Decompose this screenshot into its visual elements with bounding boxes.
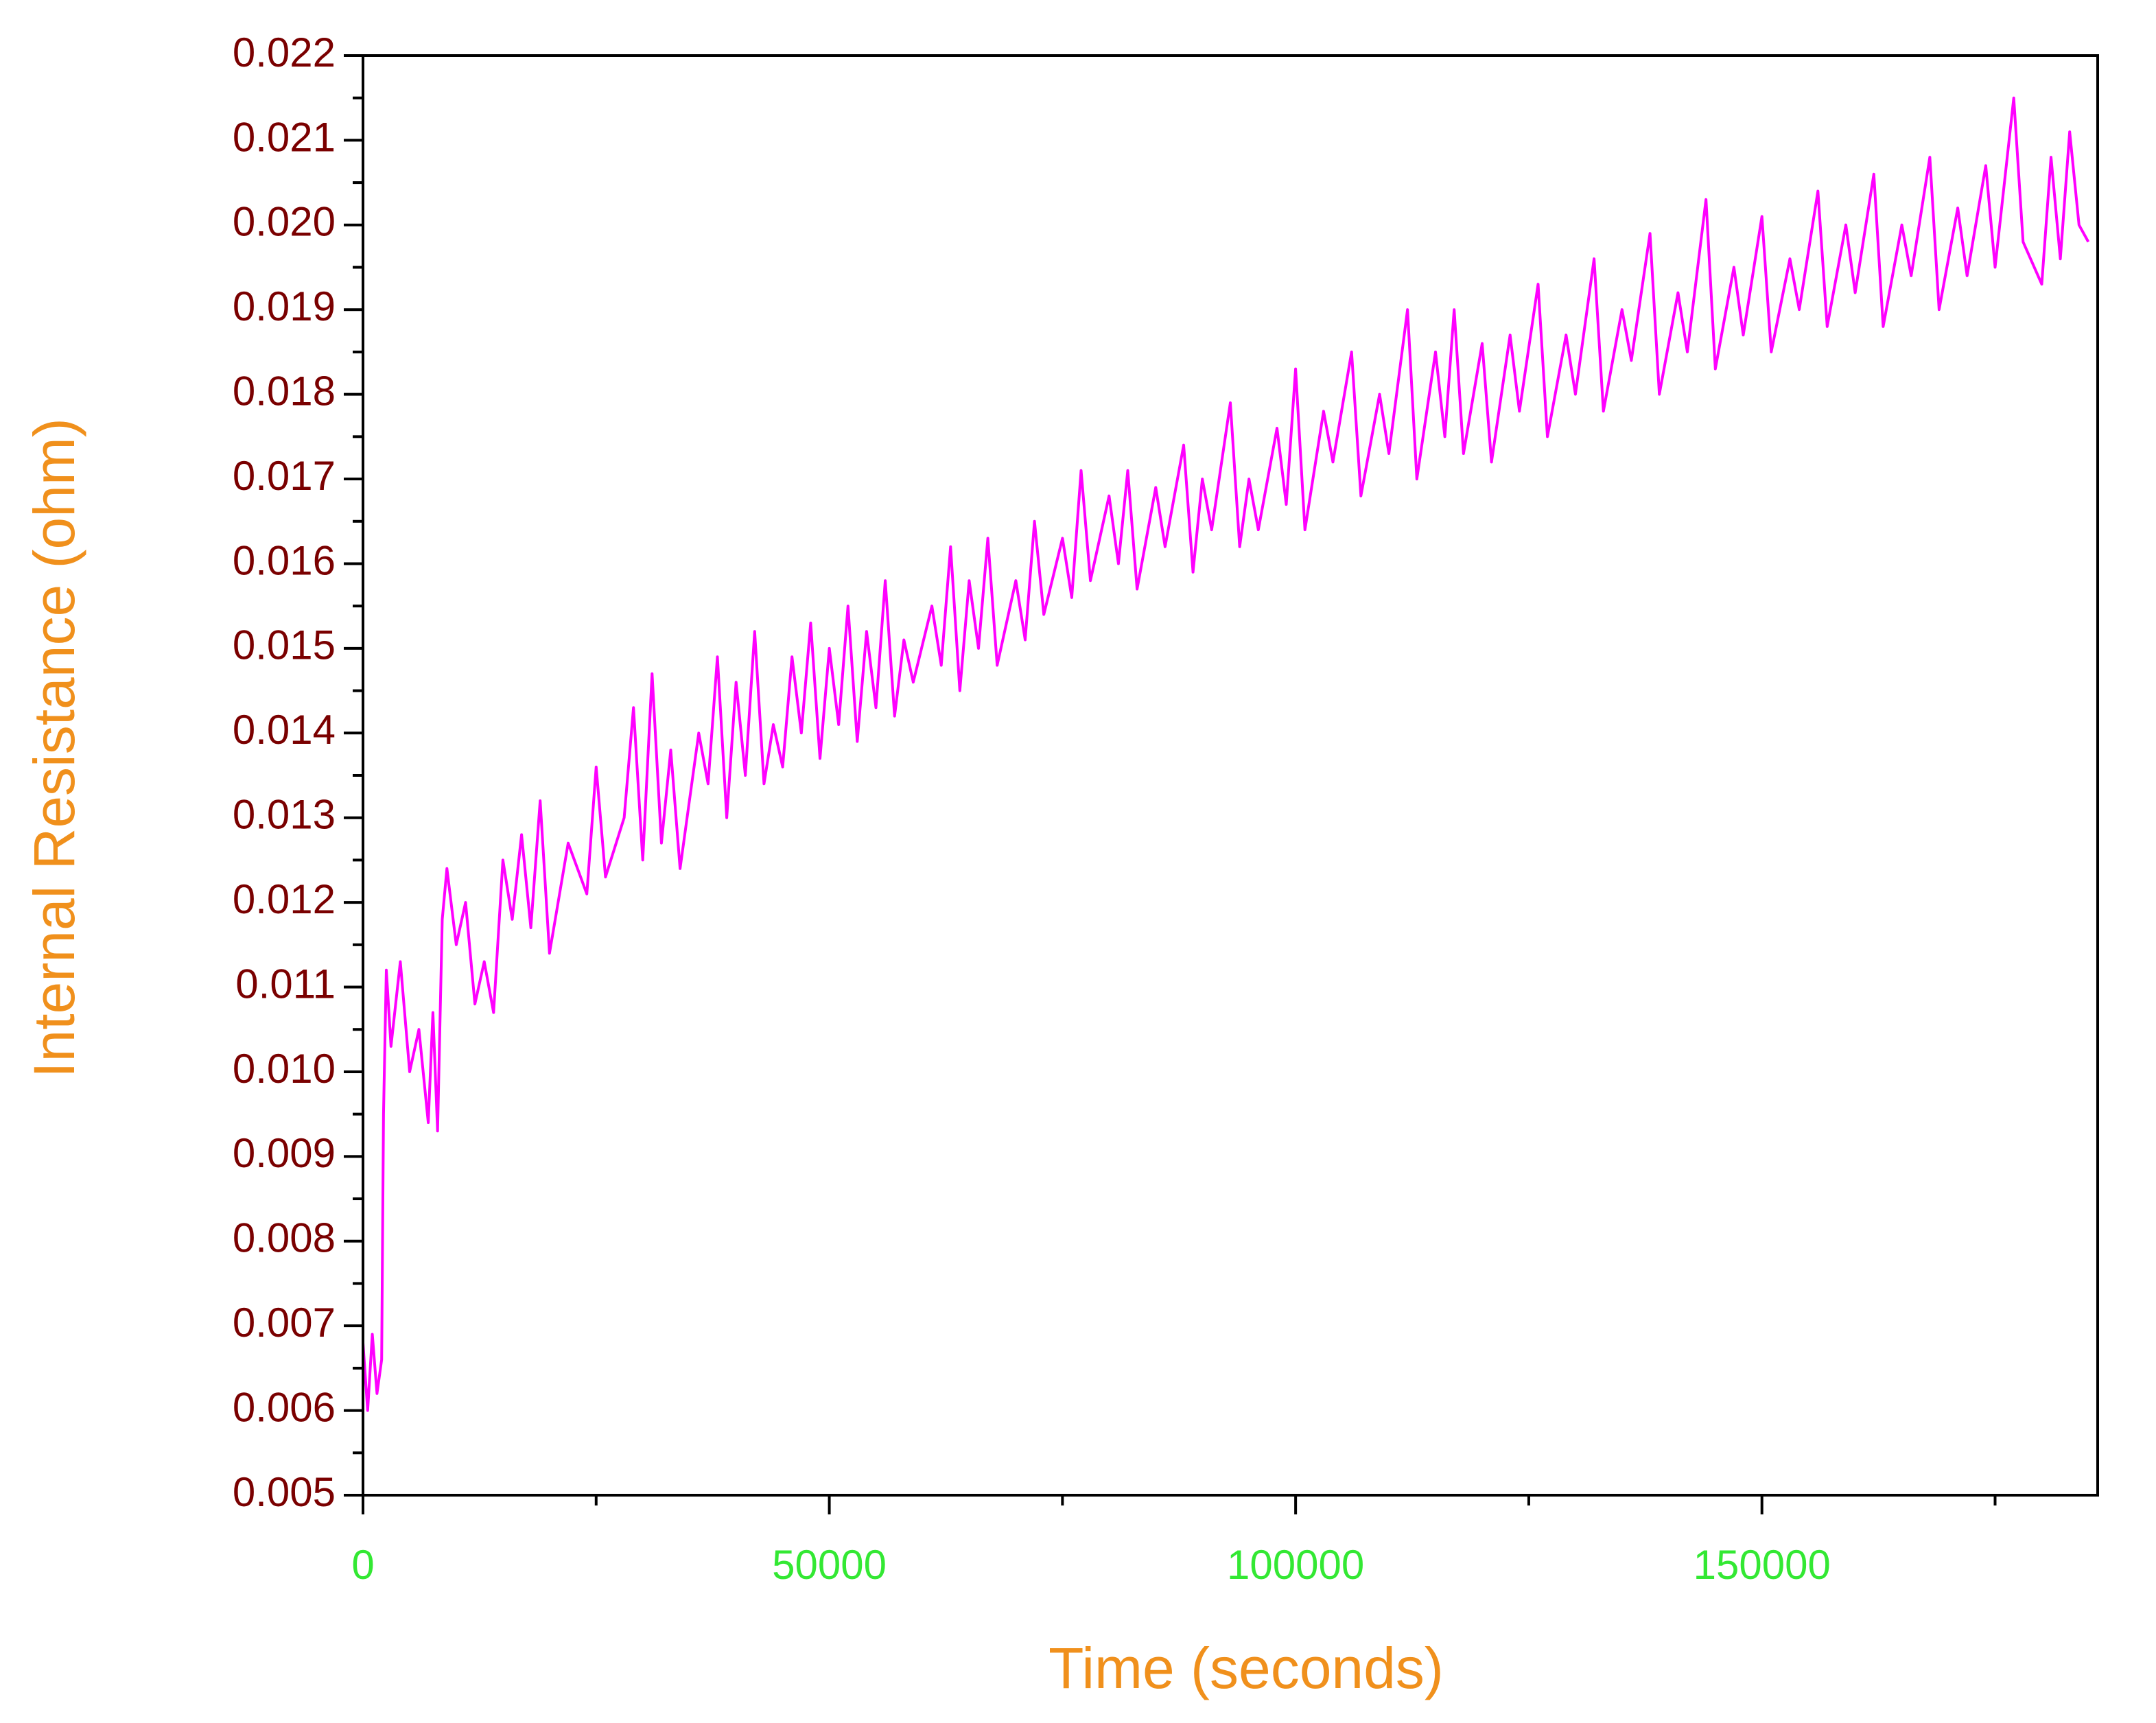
y-tick-label: 0.017: [233, 453, 336, 499]
y-tick-label: 0.016: [233, 537, 336, 583]
x-tick-label: 50000: [772, 1542, 887, 1588]
y-tick-label: 0.012: [233, 876, 336, 922]
y-tick-label: 0.013: [233, 792, 336, 838]
x-axis-title: Time (seconds): [1048, 1636, 1444, 1700]
y-axis-title: Internal Resistance (ohm): [22, 418, 86, 1078]
y-tick-label: 0.009: [233, 1130, 336, 1176]
x-tick-label: 150000: [1694, 1542, 1831, 1588]
y-tick-label: 0.014: [233, 707, 336, 753]
y-tick-label: 0.015: [233, 622, 336, 668]
y-tick-label: 0.010: [233, 1046, 336, 1092]
y-tick-label: 0.018: [233, 368, 336, 414]
y-tick-label: 0.006: [233, 1384, 336, 1430]
y-tick-label: 0.008: [233, 1215, 336, 1261]
y-tick-label: 0.005: [233, 1469, 336, 1515]
y-tick-label: 0.020: [233, 199, 336, 245]
data-line: [362, 96, 2090, 1412]
y-tick-label: 0.019: [233, 283, 336, 329]
x-tick-label: 0: [351, 1542, 374, 1588]
y-tick-label: 0.021: [233, 114, 336, 160]
y-tick-label: 0.007: [233, 1300, 336, 1346]
x-tick-label: 100000: [1227, 1542, 1364, 1588]
y-tick-label: 0.011: [235, 961, 336, 1007]
y-tick-label: 0.022: [233, 30, 336, 75]
